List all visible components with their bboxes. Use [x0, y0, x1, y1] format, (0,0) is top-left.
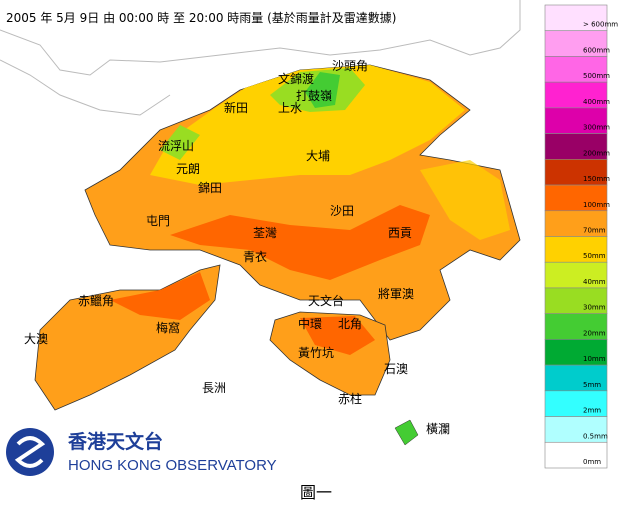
- place-label: 沙田: [330, 204, 354, 218]
- place-label: 青衣: [243, 249, 267, 264]
- place-label: 石澳: [384, 362, 408, 376]
- legend: > 600mm 600mm 500mm 400mm 300mm 200mm 150mm 100…: [544, 4, 618, 469]
- rain-zone: [150, 65, 465, 185]
- rain-zone: [160, 125, 200, 160]
- place-label: 將軍澳: [378, 286, 414, 301]
- legend-swatch: [544, 81, 608, 109]
- legend-label: 30mm: [583, 304, 606, 312]
- legend-swatch: [544, 287, 608, 314]
- place-label: 黃竹坑: [298, 345, 334, 360]
- legend-label: 20mm: [583, 329, 606, 337]
- legend-swatch: [544, 159, 608, 186]
- logo-swirl: [14, 436, 46, 468]
- rain-zone: [170, 205, 430, 280]
- legend-swatch: [544, 261, 608, 289]
- legend-label: 0.5mm: [583, 432, 608, 440]
- place-label: 元朗: [176, 162, 200, 176]
- legend-swatch: [544, 184, 608, 212]
- map-title: 2005 年 5月 9日 由 00:00 時 至 20:00 時雨量 (基於雨量…: [6, 10, 396, 25]
- place-label: 赤鱲角: [78, 294, 114, 308]
- legend-swatch: [544, 364, 608, 392]
- legend-label: 70mm: [583, 227, 606, 235]
- legend-label: 300mm: [583, 124, 610, 132]
- place-label: 中環: [298, 316, 322, 331]
- place-label: 打鼓嶺: [296, 89, 332, 103]
- legend-label: > 600mm: [583, 21, 618, 29]
- place-label: 橫瀾: [426, 422, 450, 436]
- legend-label: 5mm: [583, 381, 601, 389]
- legend-label: 10mm: [583, 355, 606, 363]
- legend-swatch: [544, 107, 608, 134]
- place-label: 大埔: [306, 149, 330, 163]
- legend-swatch: [544, 210, 608, 237]
- legend-swatch: [544, 441, 608, 469]
- legend-swatch: [544, 56, 608, 83]
- place-label: 天文台: [308, 293, 344, 308]
- rain-zone: [305, 72, 340, 108]
- place-label: 錦田: [198, 180, 222, 195]
- legend-label: 600mm: [583, 46, 610, 54]
- rain-zone: [110, 272, 210, 320]
- legend-label: 100mm: [583, 201, 610, 209]
- place-label: 上水: [278, 101, 302, 115]
- legend-swatch: [544, 313, 608, 340]
- place-label: 沙頭角: [332, 59, 368, 73]
- legend-label: 200mm: [583, 149, 610, 157]
- place-label: 西貢: [388, 226, 412, 240]
- legend-swatch: [544, 339, 608, 366]
- place-label: 流浮山: [158, 139, 194, 153]
- place-label: 屯門: [146, 214, 170, 228]
- legend-label: 500mm: [583, 72, 610, 80]
- logo-chinese: 香港天文台: [67, 430, 163, 453]
- legend-swatch: [544, 236, 608, 263]
- place-label: 新田: [224, 100, 248, 115]
- islet: [394, 419, 419, 446]
- legend-label: 50mm: [583, 252, 606, 260]
- legend-label: 150mm: [583, 175, 610, 183]
- rain-zone: [300, 316, 375, 355]
- place-label: 長洲: [202, 381, 226, 395]
- rain-zone: [420, 160, 510, 240]
- legend-swatch: [544, 30, 608, 57]
- legend-label: 2mm: [583, 407, 601, 415]
- legend-swatch: [544, 390, 608, 417]
- place-label: 荃灣: [253, 226, 277, 240]
- legend-swatch: [544, 133, 608, 160]
- legend-swatch: [544, 416, 608, 443]
- place-label: 大澳: [24, 332, 48, 346]
- observatory-logo: 香港天文台 HONG KONG OBSERVATORY: [6, 428, 277, 476]
- place-label: 梅窩: [156, 320, 180, 335]
- mainland-outline: [0, 0, 521, 76]
- logo-english: HONG KONG OBSERVATORY: [68, 457, 277, 474]
- place-labels: 沙頭角 文錦渡 打鼓嶺 新田 上水 流浮山 元朗 大埔 錦田 沙田 屯門 荃灣 …: [24, 59, 450, 436]
- legend-label: 40mm: [583, 278, 606, 286]
- place-label: 文錦渡: [278, 71, 314, 86]
- coast-outline: [0, 59, 171, 116]
- place-label: 赤柱: [338, 391, 362, 406]
- legend-label: 0mm: [583, 458, 601, 466]
- legend-label: 400mm: [583, 98, 610, 106]
- legend-swatch: [544, 4, 608, 32]
- figure-caption: 圖一: [300, 483, 332, 502]
- place-label: 北角: [338, 317, 362, 331]
